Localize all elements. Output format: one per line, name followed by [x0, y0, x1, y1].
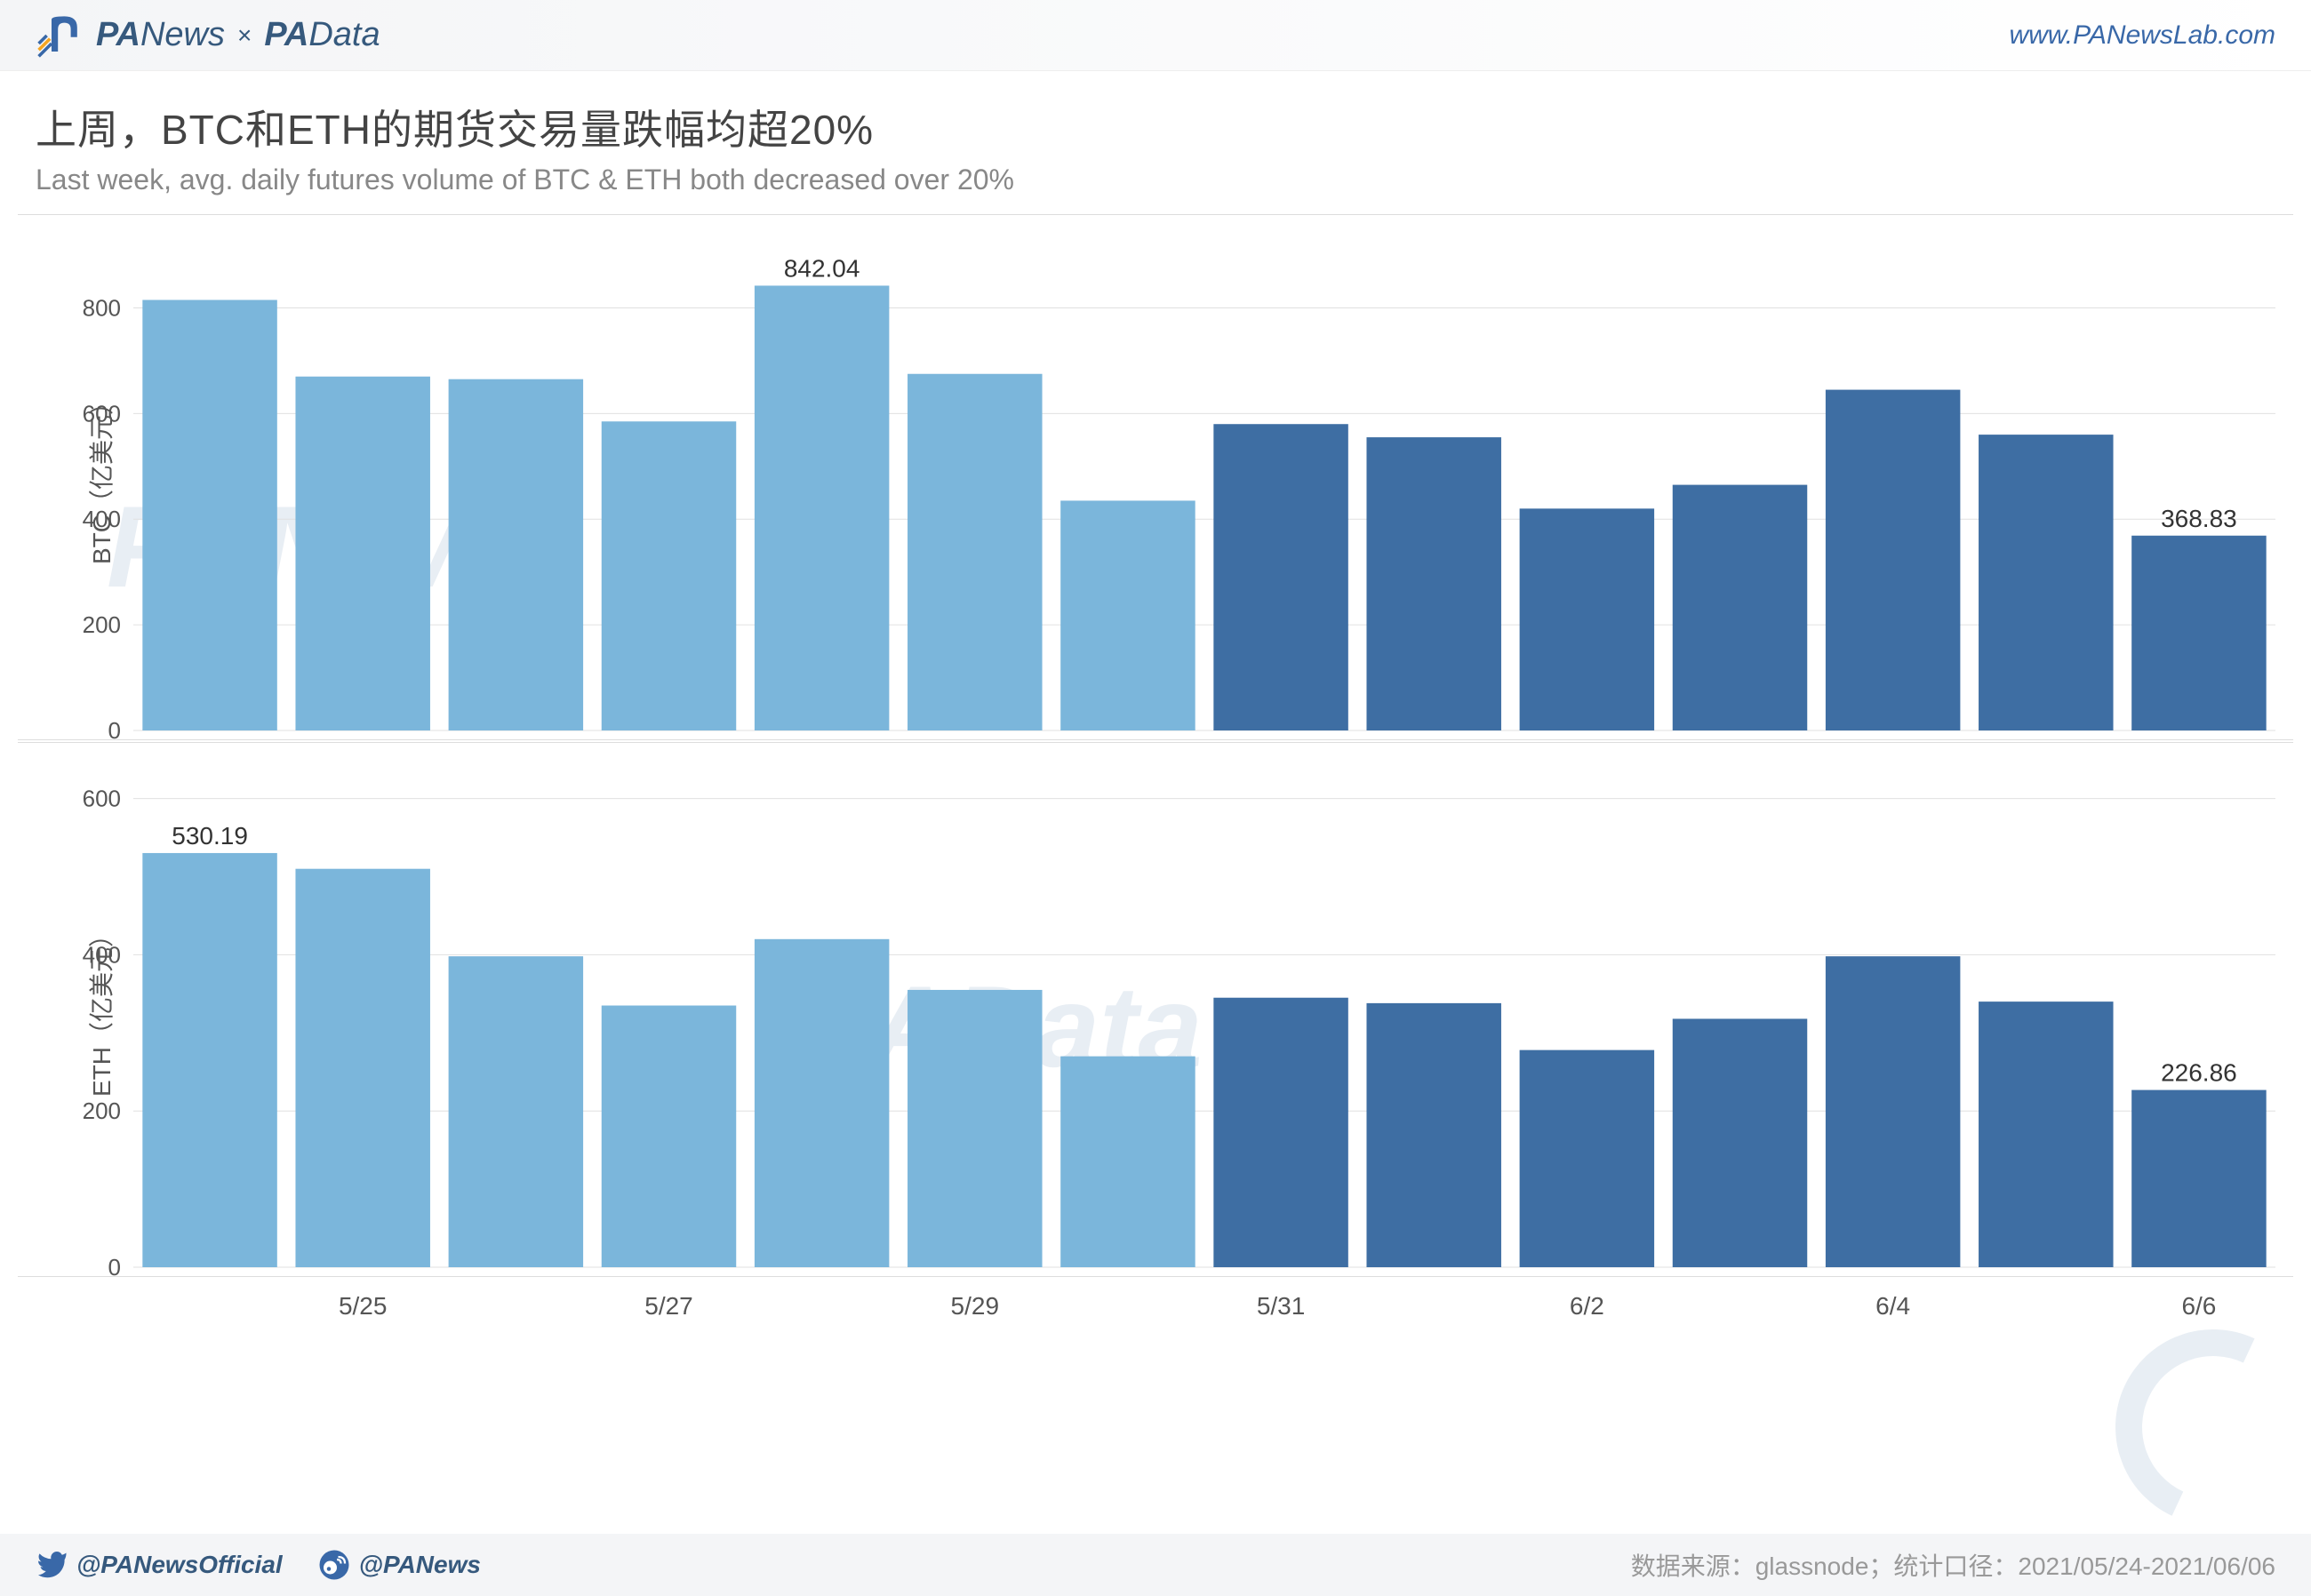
- header-url: www.PANewsLab.com: [2009, 20, 2275, 51]
- brand-separator: ×: [237, 21, 252, 50]
- xaxis-svg: 5/25 5/27 5/29 5/31 6/2 6/4 6/6: [18, 1279, 2293, 1332]
- weibo-icon: [318, 1549, 350, 1581]
- panews-logo-icon: [36, 12, 84, 60]
- weibo-handle: @PANews: [359, 1551, 481, 1579]
- header-left: PANews × PAData: [36, 12, 380, 60]
- svg-text:368.83: 368.83: [2161, 505, 2237, 532]
- title-en: Last week, avg. daily futures volume of …: [36, 164, 2275, 196]
- svg-text:0: 0: [108, 717, 121, 739]
- svg-text:6/6: 6/6: [2181, 1292, 2216, 1320]
- svg-text:5/31: 5/31: [1257, 1292, 1306, 1320]
- svg-text:200: 200: [83, 1097, 121, 1124]
- svg-text:5/27: 5/27: [644, 1292, 693, 1320]
- btc-chart-panel: BTC（亿美元） 0200400600800842.04368.83: [18, 214, 2293, 740]
- eth-chart-panel: ETH（亿美元） 0200400600530.19226.86: [18, 742, 2293, 1277]
- corner-decoration: [2088, 1302, 2311, 1552]
- svg-text:6/2: 6/2: [1570, 1292, 1604, 1320]
- brand-padata: PAData: [264, 16, 380, 54]
- btc-chart-svg: 0200400600800842.04368.83: [18, 215, 2293, 739]
- header-bar: PANews × PAData www.PANewsLab.com: [0, 0, 2311, 71]
- twitter-block: @PANewsOfficial: [36, 1549, 283, 1581]
- twitter-handle: @PANewsOfficial: [76, 1551, 283, 1579]
- svg-text:0: 0: [108, 1254, 121, 1276]
- svg-text:800: 800: [83, 294, 121, 321]
- svg-text:530.19: 530.19: [172, 822, 248, 850]
- weibo-block: @PANews: [318, 1549, 481, 1581]
- svg-text:5/25: 5/25: [339, 1292, 388, 1320]
- footer-left: @PANewsOfficial @PANews: [36, 1549, 481, 1581]
- brand-panews: PANews: [96, 16, 225, 54]
- svg-text:5/29: 5/29: [951, 1292, 1000, 1320]
- svg-text:6/4: 6/4: [1875, 1292, 1910, 1320]
- title-zh: 上周，BTC和ETH的期货交易量跌幅均超20%: [36, 98, 2275, 156]
- titles: 上周，BTC和ETH的期货交易量跌幅均超20% Last week, avg. …: [0, 71, 2311, 205]
- twitter-icon: [36, 1549, 68, 1581]
- svg-text:600: 600: [83, 786, 121, 812]
- svg-text:226.86: 226.86: [2161, 1059, 2237, 1087]
- eth-ylabel: ETH（亿美元）: [83, 922, 118, 1097]
- svg-text:842.04: 842.04: [784, 254, 860, 282]
- eth-chart-svg: 0200400600530.19226.86: [18, 743, 2293, 1276]
- btc-ylabel: BTC（亿美元）: [83, 390, 118, 564]
- footer-bar: @PANewsOfficial @PANews 数据来源：glassnode；统…: [0, 1534, 2311, 1596]
- svg-text:200: 200: [83, 611, 121, 638]
- charts-container: BTC（亿美元） 0200400600800842.04368.83 ETH（亿…: [0, 205, 2311, 1332]
- footer-source: 数据来源：glassnode；统计口径：2021/05/24-2021/06/0…: [1631, 1547, 2275, 1583]
